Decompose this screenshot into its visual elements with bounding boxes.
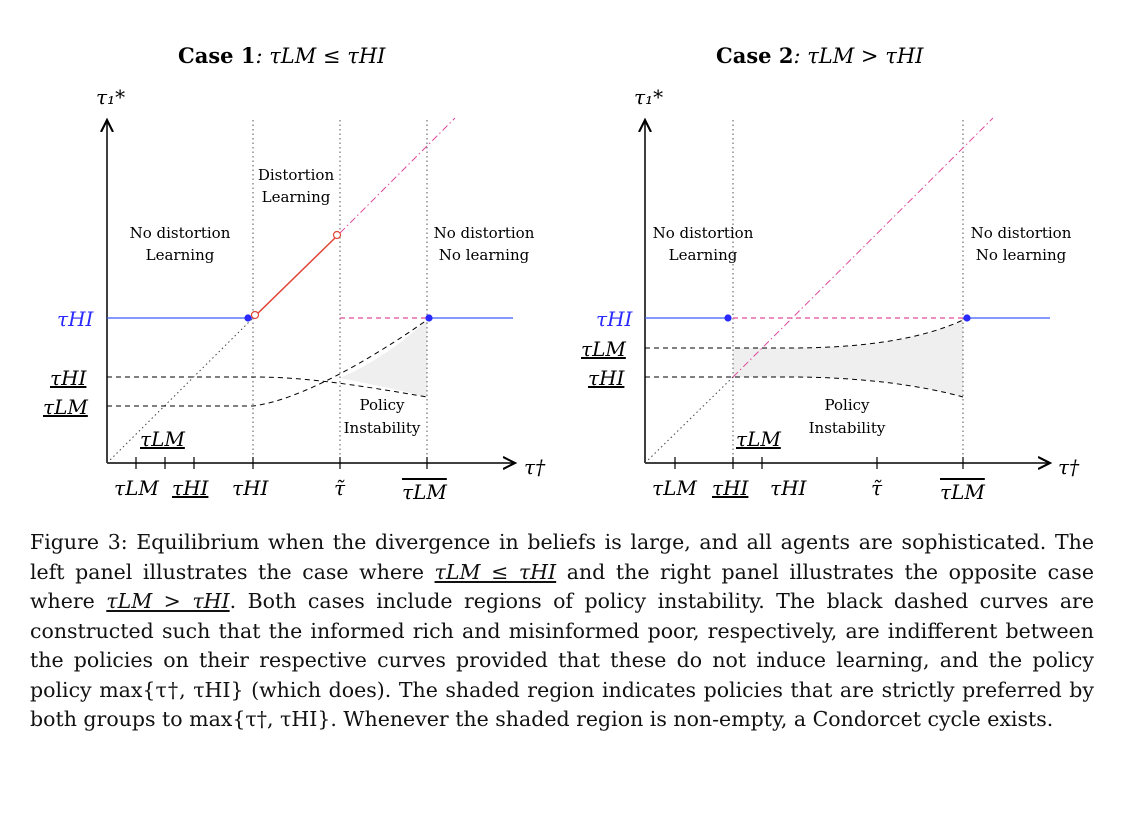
left-diagonal-dotted bbox=[106, 317, 254, 464]
right-y-axis-label: τ₁* bbox=[634, 85, 663, 109]
right-instability-1: Policy bbox=[825, 396, 871, 414]
left-y-axis-label: τ₁* bbox=[96, 85, 125, 109]
left-x-tick-3: τ̃ bbox=[334, 476, 346, 500]
left-point-blue-1 bbox=[244, 314, 252, 322]
left-x-tick-2: τHI bbox=[232, 476, 270, 500]
left-y-tick-2: τLM bbox=[43, 395, 88, 419]
figure-caption: Figure 3: Equilibrium when the divergenc… bbox=[30, 528, 1094, 735]
right-panel: Case 2: τLM > τHI τ₁* bbox=[581, 43, 1080, 504]
left-title-rest: : τLM ≤ τHI bbox=[255, 44, 386, 68]
right-x-axis-label: τ† bbox=[1058, 455, 1080, 479]
caption-condition-1: τLM ≤ τHI bbox=[434, 559, 557, 584]
left-x-tick-4: τLM bbox=[402, 480, 447, 504]
right-dashed-curve-hi bbox=[645, 376, 964, 398]
left-x-tick-0: τLM bbox=[114, 476, 159, 500]
left-point-open-2 bbox=[332, 230, 342, 240]
right-region-right-2: No learning bbox=[976, 246, 1067, 264]
caption-condition-2: τLM > τHI bbox=[106, 589, 230, 613]
left-point-open-1 bbox=[250, 310, 260, 320]
caption-part-2: and the right panel illustrates the oppo… bbox=[30, 559, 1094, 614]
left-region-right-1: No distortion bbox=[434, 224, 535, 242]
right-diagonal-dashdot bbox=[732, 117, 994, 378]
svg-text:Case 2: τLM > τHI: Case 2: τLM > τHI bbox=[716, 43, 924, 68]
right-instability-2: Instability bbox=[809, 419, 886, 437]
left-diagonal-dashdot bbox=[339, 117, 456, 234]
left-region-right-2: No learning bbox=[439, 246, 530, 264]
left-region-left-1: No distortion bbox=[130, 224, 231, 242]
right-inner-label: τLM bbox=[736, 427, 781, 451]
left-point-blue-2 bbox=[425, 314, 433, 322]
right-diagonal-dotted bbox=[644, 376, 734, 464]
left-panel: Case 1: τLM ≤ τHI bbox=[43, 43, 546, 504]
left-inner-label: τLM bbox=[140, 427, 185, 451]
left-red-segment bbox=[252, 236, 337, 319]
left-shaded-region bbox=[340, 320, 427, 397]
right-point-blue-1 bbox=[724, 314, 732, 322]
left-region-mid-2: Learning bbox=[262, 188, 331, 206]
figure-3: Case 1: τLM ≤ τHI bbox=[43, 43, 1080, 504]
right-region-left-1: No distortion bbox=[653, 224, 754, 242]
left-instability-1: Policy bbox=[360, 396, 406, 414]
right-dashed-curve-lm bbox=[645, 319, 964, 349]
right-y-tick-2: τHI bbox=[588, 366, 626, 390]
left-region-left-2: Learning bbox=[146, 246, 215, 264]
left-x-tick-1: τHI bbox=[172, 476, 210, 500]
left-title-bold: Case 1 bbox=[178, 43, 255, 68]
left-region-mid-1: Distortion bbox=[258, 166, 335, 184]
left-instability-2: Instability bbox=[344, 419, 421, 437]
right-y-tick-1: τLM bbox=[581, 337, 626, 361]
caption-part-1: Figure 3: Equilibrium when the divergenc… bbox=[30, 530, 1094, 584]
left-x-axis-label: τ† bbox=[524, 455, 546, 479]
svg-text:Case 1: τLM ≤ τHI: Case 1: τLM ≤ τHI bbox=[178, 43, 386, 68]
right-x-tick-2: τHI bbox=[770, 476, 808, 500]
right-x-tick-1: τHI bbox=[712, 476, 750, 500]
right-region-right-1: No distortion bbox=[971, 224, 1072, 242]
left-y-tick-0: τHI bbox=[57, 307, 95, 331]
right-region-left-2: Learning bbox=[669, 246, 738, 264]
right-title-rest: : τLM > τHI bbox=[793, 44, 924, 68]
right-point-blue-2 bbox=[963, 314, 971, 322]
right-y-tick-0: τHI bbox=[596, 307, 634, 331]
right-shaded-region bbox=[733, 320, 963, 397]
left-y-tick-1: τHI bbox=[50, 366, 88, 390]
caption-part-3: . Both cases include regions of policy i… bbox=[30, 589, 1094, 731]
left-dashed-curve-lm bbox=[107, 319, 428, 407]
right-x-tick-3: τ̃ bbox=[871, 476, 883, 500]
right-x-tick-0: τLM bbox=[652, 476, 697, 500]
right-x-tick-4: τLM bbox=[940, 480, 985, 504]
right-title-bold: Case 2 bbox=[716, 43, 793, 68]
